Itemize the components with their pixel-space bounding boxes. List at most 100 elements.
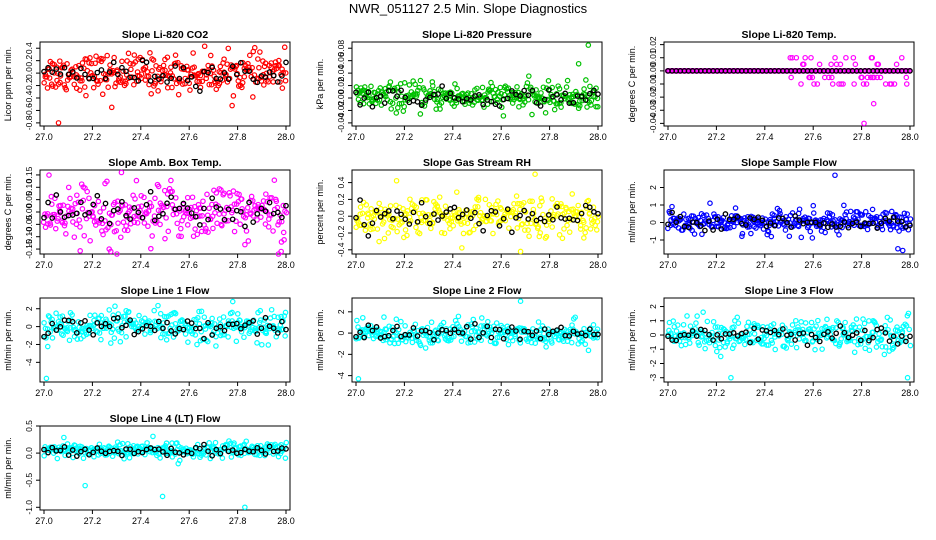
data-point-highlight <box>435 91 441 97</box>
data-point <box>169 188 175 195</box>
data-point <box>901 210 908 217</box>
data-point-highlight <box>484 212 491 219</box>
data-point <box>517 248 524 255</box>
data-point-highlight <box>504 206 511 213</box>
data-point <box>41 79 47 86</box>
data-point <box>888 333 895 340</box>
data-point <box>516 337 522 343</box>
data-point-highlight <box>139 449 146 456</box>
data-point <box>282 309 289 316</box>
y-tick-label: 0.04 <box>336 65 346 82</box>
data-point <box>63 231 69 237</box>
data-point <box>470 226 477 233</box>
data-point <box>245 60 251 67</box>
data-point <box>525 227 531 233</box>
data-point <box>585 347 592 354</box>
data-point-highlight <box>714 216 721 223</box>
data-point <box>569 191 576 197</box>
x-tick-label: 27.8 <box>541 132 559 142</box>
data-point-highlight <box>394 93 400 100</box>
data-point-highlight <box>225 206 232 213</box>
data-point <box>582 229 588 236</box>
y-axis-label: percent per min. <box>315 179 325 244</box>
data-point-highlight <box>176 205 183 212</box>
data-point <box>279 85 286 91</box>
data-point-highlight <box>131 331 138 338</box>
data-point <box>903 74 910 81</box>
data-point <box>824 316 830 323</box>
data-point <box>355 376 362 382</box>
data-point <box>905 310 912 317</box>
data-point <box>66 337 73 344</box>
data-point <box>55 120 62 126</box>
data-point <box>537 202 543 209</box>
data-point <box>257 307 264 314</box>
data-point <box>442 203 449 210</box>
data-point <box>512 331 518 338</box>
data-point <box>424 197 430 203</box>
x-tick-label: 27.6 <box>492 132 510 142</box>
data-point <box>363 202 370 208</box>
data-point <box>848 327 855 334</box>
data-point <box>787 54 794 61</box>
y-tick-label: 0.02 <box>336 77 346 94</box>
data-point <box>110 312 116 319</box>
data-point <box>870 329 876 336</box>
data-point-highlight <box>878 325 885 331</box>
data-point <box>49 83 56 89</box>
x-tick-label: 27.0 <box>659 388 677 398</box>
data-point <box>109 326 116 333</box>
data-point <box>202 228 209 234</box>
y-tick-label: 0.4 <box>24 42 34 54</box>
data-point <box>64 61 70 67</box>
data-point <box>189 194 196 201</box>
y-tick-label: -4 <box>24 358 34 366</box>
data-point <box>138 71 145 77</box>
y-tick-label: -0.5 <box>24 473 34 488</box>
data-point <box>388 106 395 112</box>
data-point <box>104 178 110 185</box>
data-point-highlight <box>693 219 700 226</box>
data-point-highlight <box>689 328 696 334</box>
y-axis-label: ml/min per min. <box>3 309 13 371</box>
data-point <box>213 343 219 349</box>
data-point <box>163 440 170 446</box>
data-point-highlight <box>586 90 593 97</box>
data-point <box>237 317 243 324</box>
data-point <box>549 340 555 346</box>
data-point <box>412 81 418 88</box>
data-point <box>579 337 585 344</box>
data-point <box>73 221 80 228</box>
data-point <box>428 225 434 232</box>
data-point <box>878 336 885 342</box>
data-point <box>452 81 458 87</box>
data-point <box>222 207 229 214</box>
data-point <box>867 74 874 81</box>
data-point-highlight <box>238 59 244 66</box>
data-point <box>776 207 783 214</box>
data-point-highlight <box>677 213 684 220</box>
data-point <box>566 229 573 235</box>
data-point-highlight <box>480 329 487 336</box>
data-point <box>256 64 262 71</box>
chart-panel: Slope Line 2 Flow ml/min per min. -4 -2 0 2 27… <box>315 285 607 398</box>
data-point <box>196 78 203 85</box>
data-point <box>368 83 374 90</box>
data-point <box>46 172 52 178</box>
y-tick-label: 2 <box>24 306 34 311</box>
data-point <box>361 84 368 90</box>
data-point-highlight <box>369 220 376 227</box>
y-tick-label: -0.4 <box>24 90 34 105</box>
data-point <box>741 215 748 221</box>
data-point-highlight <box>541 326 548 332</box>
data-point <box>44 210 51 217</box>
data-point <box>735 320 742 326</box>
data-point-highlight <box>123 212 129 219</box>
data-point <box>728 374 734 381</box>
data-point <box>141 220 148 226</box>
data-point <box>783 345 790 351</box>
data-point-highlight <box>426 329 433 336</box>
data-point-highlight <box>821 220 827 226</box>
data-point-highlight <box>246 68 252 75</box>
data-point-highlight <box>238 449 244 456</box>
